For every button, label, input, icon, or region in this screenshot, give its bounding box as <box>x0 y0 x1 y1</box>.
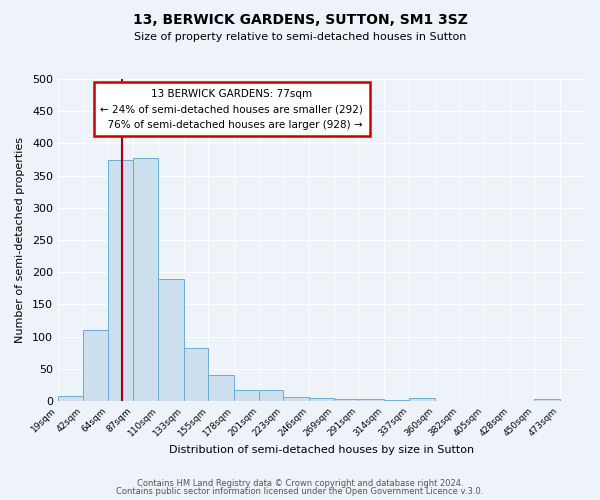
X-axis label: Distribution of semi-detached houses by size in Sutton: Distribution of semi-detached houses by … <box>169 445 474 455</box>
Bar <box>158 278 184 401</box>
Bar <box>107 160 133 401</box>
Text: 13 BERWICK GARDENS: 77sqm
← 24% of semi-detached houses are smaller (292)
  76% : 13 BERWICK GARDENS: 77sqm ← 24% of semi-… <box>100 88 364 130</box>
Bar <box>358 399 384 401</box>
Text: Contains HM Land Registry data © Crown copyright and database right 2024.: Contains HM Land Registry data © Crown c… <box>137 478 463 488</box>
Bar <box>233 390 259 401</box>
Bar <box>384 400 409 401</box>
Bar <box>58 396 83 401</box>
Y-axis label: Number of semi-detached properties: Number of semi-detached properties <box>15 137 25 343</box>
Bar <box>283 397 309 401</box>
Bar <box>534 398 560 401</box>
Bar <box>309 398 334 401</box>
Bar <box>259 390 283 401</box>
Bar <box>409 398 435 401</box>
Text: 13, BERWICK GARDENS, SUTTON, SM1 3SZ: 13, BERWICK GARDENS, SUTTON, SM1 3SZ <box>133 12 467 26</box>
Bar <box>83 330 107 401</box>
Text: Contains public sector information licensed under the Open Government Licence v.: Contains public sector information licen… <box>116 487 484 496</box>
Bar <box>133 158 158 401</box>
Text: Size of property relative to semi-detached houses in Sutton: Size of property relative to semi-detach… <box>134 32 466 42</box>
Bar <box>184 348 208 401</box>
Bar <box>334 399 358 401</box>
Bar <box>208 376 233 401</box>
